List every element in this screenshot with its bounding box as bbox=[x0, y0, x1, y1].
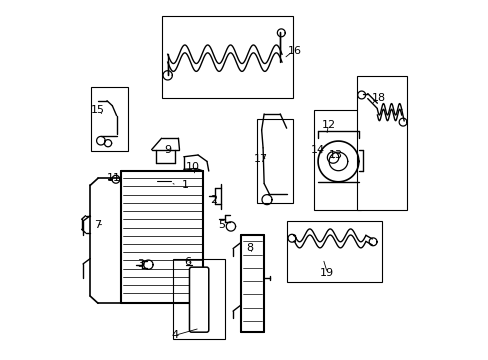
Text: 2: 2 bbox=[210, 195, 217, 204]
Bar bbox=[173, 258, 224, 339]
Text: 18: 18 bbox=[371, 93, 385, 103]
Text: 1: 1 bbox=[182, 180, 189, 190]
Text: 4: 4 bbox=[171, 330, 178, 341]
Bar bbox=[313, 111, 360, 210]
FancyBboxPatch shape bbox=[189, 267, 208, 332]
Text: 9: 9 bbox=[164, 145, 171, 155]
Text: 3: 3 bbox=[137, 259, 144, 269]
Text: 19: 19 bbox=[319, 268, 333, 278]
Bar bbox=[257, 119, 292, 203]
Bar bbox=[162, 16, 292, 98]
Bar bbox=[287, 221, 381, 282]
Bar bbox=[356, 76, 406, 210]
Text: 13: 13 bbox=[328, 150, 342, 160]
Text: 11: 11 bbox=[107, 173, 121, 183]
Text: 7: 7 bbox=[94, 220, 102, 230]
Text: 14: 14 bbox=[310, 145, 324, 155]
Bar bbox=[91, 87, 128, 152]
Text: 16: 16 bbox=[287, 46, 301, 57]
Text: 17: 17 bbox=[253, 154, 267, 163]
Text: 10: 10 bbox=[185, 162, 199, 172]
Text: 5: 5 bbox=[217, 220, 224, 230]
Text: 12: 12 bbox=[321, 120, 335, 130]
Text: 15: 15 bbox=[91, 105, 105, 115]
Text: 6: 6 bbox=[183, 257, 190, 267]
Text: 8: 8 bbox=[246, 243, 253, 253]
